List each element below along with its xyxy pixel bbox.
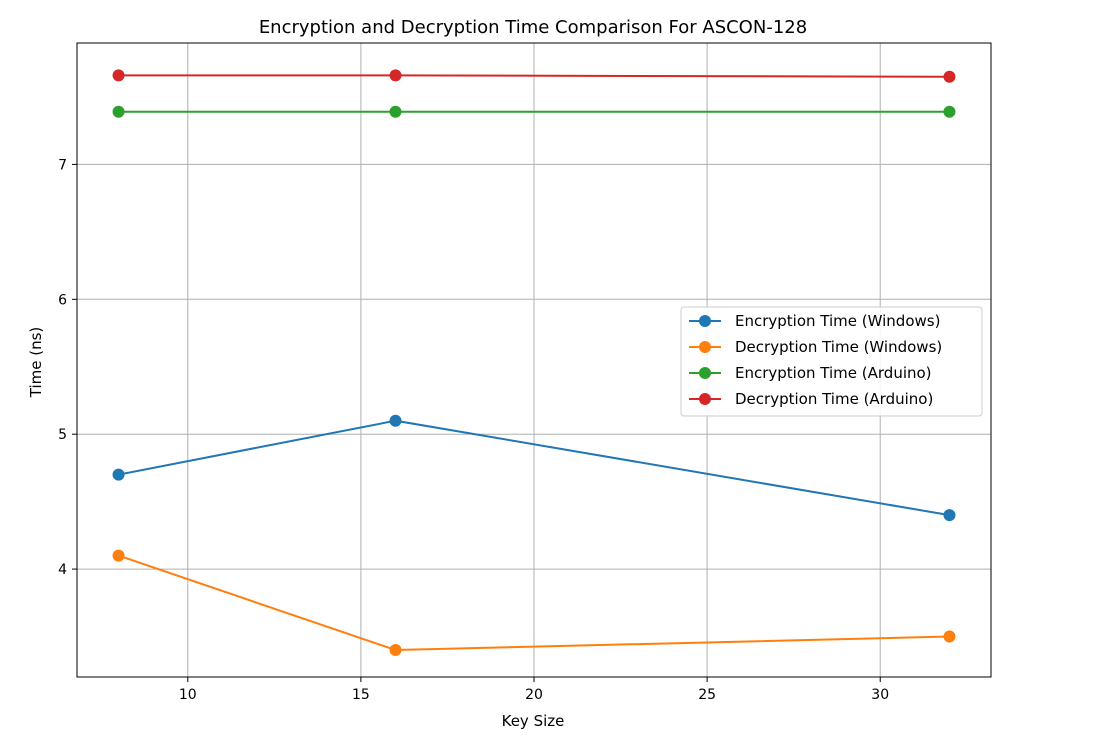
legend-marker [699,367,711,379]
legend-label: Encryption Time (Windows) [735,312,940,330]
legend-entry: Encryption Time (Windows) [689,312,940,330]
legend-entry: Encryption Time (Arduino) [689,364,932,382]
series-layer [112,69,956,657]
data-point [112,468,125,481]
y-axis-ticks: 4 5 6 7 [58,157,77,578]
series-1 [112,414,956,522]
x-tick-label: 30 [871,687,889,703]
legend-marker [699,341,711,353]
legend-entry: Decryption Time (Windows) [689,338,942,356]
series-2 [112,549,956,657]
data-point [943,105,956,118]
chart-title: Encryption and Decryption Time Compariso… [259,17,807,38]
legend: Encryption Time (Windows) Decryption Time… [680,306,983,417]
data-point [389,105,402,118]
data-point [389,69,402,82]
legend-marker [699,393,711,405]
data-point [943,630,956,643]
legend-label: Decryption Time (Arduino) [735,390,933,408]
data-point [389,414,402,427]
y-tick-label: 5 [58,427,67,443]
data-point [943,70,956,83]
legend-box [680,306,983,417]
data-point [112,69,125,82]
data-point [943,509,956,522]
legend-label: Decryption Time (Windows) [735,338,942,356]
data-point [112,105,125,118]
series-4 [112,69,956,83]
series-line [118,74,950,78]
x-tick-label: 10 [179,687,197,703]
data-point [112,549,125,562]
y-axis-label: Time (ns) [27,327,45,399]
x-axis-label: Key Size [502,712,565,730]
legend-label: Encryption Time (Arduino) [735,364,932,382]
x-tick-label: 15 [352,687,370,703]
y-tick-label: 4 [58,562,67,578]
x-axis-ticks: 10 15 20 25 30 [179,677,889,703]
y-tick-label: 6 [58,292,67,308]
series-3 [112,105,956,118]
legend-marker [699,315,711,327]
x-tick-label: 20 [525,687,543,703]
data-point [389,644,402,657]
legend-entry: Decryption Time (Arduino) [689,390,933,408]
x-tick-label: 25 [698,687,716,703]
y-tick-label: 7 [58,157,67,173]
